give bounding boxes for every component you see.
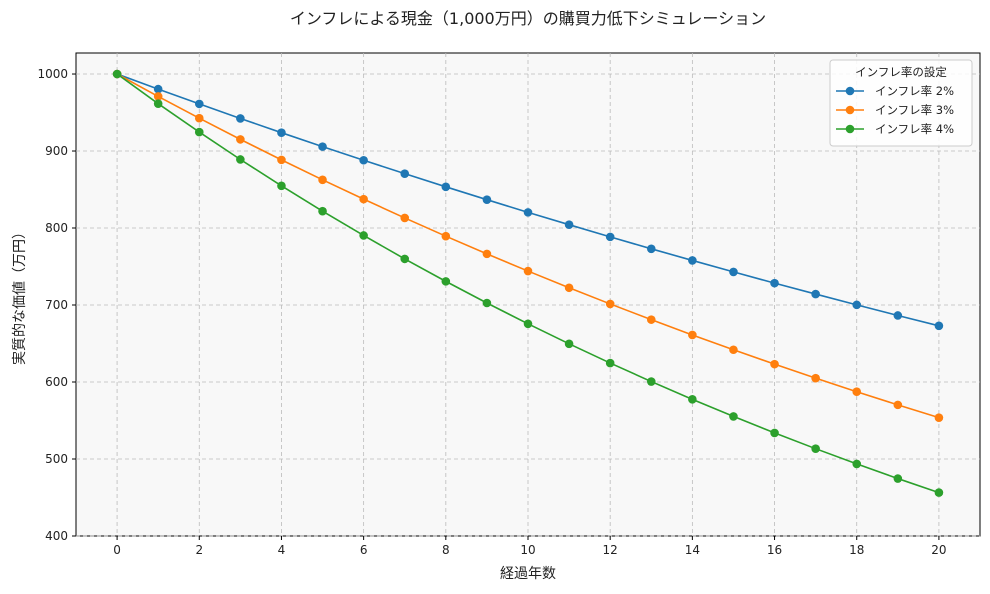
x-tick-label: 0 [113, 543, 121, 557]
data-point [441, 277, 451, 286]
data-point [564, 339, 574, 349]
data-point [646, 244, 656, 254]
data-point [194, 99, 204, 109]
x-tick-label: 16 [767, 543, 782, 557]
x-tick-label: 6 [360, 543, 368, 557]
data-point [318, 206, 327, 216]
data-point [729, 412, 738, 421]
data-point [236, 155, 245, 164]
data-point [852, 459, 862, 469]
data-point [236, 114, 245, 123]
data-point [729, 345, 738, 355]
data-point [811, 289, 820, 299]
data-point [359, 194, 368, 204]
data-point [523, 266, 533, 276]
y-axis-label: 実質的な価値（万円） [12, 225, 28, 365]
data-point [811, 444, 820, 453]
data-point [729, 267, 738, 277]
legend-marker [845, 105, 855, 115]
y-tick-label: 600 [45, 375, 68, 389]
data-point [318, 142, 327, 151]
x-tick-label: 4 [278, 543, 286, 557]
data-point [194, 127, 204, 137]
legend-label: インフレ率 4% [875, 122, 954, 136]
legend-label: インフレ率 3% [875, 103, 954, 117]
data-point [523, 319, 533, 329]
data-point [523, 208, 533, 217]
legend-label: インフレ率 2% [875, 84, 954, 98]
y-tick-label: 800 [45, 221, 68, 235]
legend-marker [845, 124, 855, 134]
data-point [605, 299, 615, 309]
y-tick-label: 1000 [37, 67, 68, 81]
axis-ticks: 0 2 4 6 8 10 12 14 16 18 20 400 500 600 700 800 900 1000 [37, 67, 946, 557]
data-point [194, 113, 204, 123]
data-point [400, 169, 410, 178]
x-tick-label: 18 [849, 543, 864, 557]
legend: インフレ率の設定 インフレ率 2% インフレ率 3% インフレ率 4% [829, 59, 973, 147]
data-point [277, 155, 286, 165]
data-point [153, 84, 163, 94]
data-point [277, 128, 286, 137]
data-point [934, 488, 944, 497]
data-point [564, 283, 574, 293]
y-tick-label: 700 [45, 298, 68, 312]
data-point [811, 373, 820, 383]
data-point [236, 135, 245, 144]
data-point [688, 256, 697, 265]
data-point [400, 254, 410, 264]
data-point [318, 175, 327, 185]
data-point [852, 300, 862, 310]
data-point [153, 92, 163, 101]
data-point [441, 182, 451, 192]
data-point [770, 428, 779, 438]
x-tick-label: 2 [195, 543, 203, 557]
data-point [605, 358, 615, 368]
legend-marker [845, 86, 855, 96]
y-tick-label: 900 [45, 144, 68, 158]
data-point [153, 99, 163, 108]
data-point [359, 155, 368, 165]
data-point [564, 220, 574, 230]
data-point [934, 321, 944, 331]
data-point [400, 213, 410, 223]
data-point [688, 330, 697, 340]
x-tick-label: 10 [520, 543, 535, 557]
data-point [770, 278, 779, 288]
legend-title: インフレ率の設定 [855, 65, 947, 79]
x-tick-label: 20 [931, 543, 946, 557]
data-point [441, 231, 451, 241]
data-point [770, 359, 779, 369]
series-lines [112, 69, 944, 497]
data-point [359, 231, 368, 240]
chart-title: インフレによる現金（1,000万円）の購買力低下シミュレーション [290, 9, 766, 28]
x-tick-label: 8 [442, 543, 450, 557]
data-point [112, 69, 122, 79]
data-point [482, 195, 492, 204]
data-point [482, 298, 492, 308]
data-point [893, 474, 903, 483]
y-tick-label: 400 [45, 529, 68, 543]
data-point [934, 413, 944, 422]
data-point [646, 377, 656, 386]
data-point [688, 395, 697, 404]
data-point [893, 311, 903, 320]
data-point [482, 249, 492, 259]
x-tick-label: 12 [603, 543, 618, 557]
data-point [605, 232, 615, 242]
data-point [893, 400, 903, 410]
y-tick-label: 500 [45, 452, 68, 466]
x-axis-label: 経過年数 [500, 566, 556, 582]
data-point [646, 315, 656, 324]
data-point [277, 181, 286, 191]
data-point [852, 387, 862, 397]
x-tick-label: 14 [685, 543, 700, 557]
